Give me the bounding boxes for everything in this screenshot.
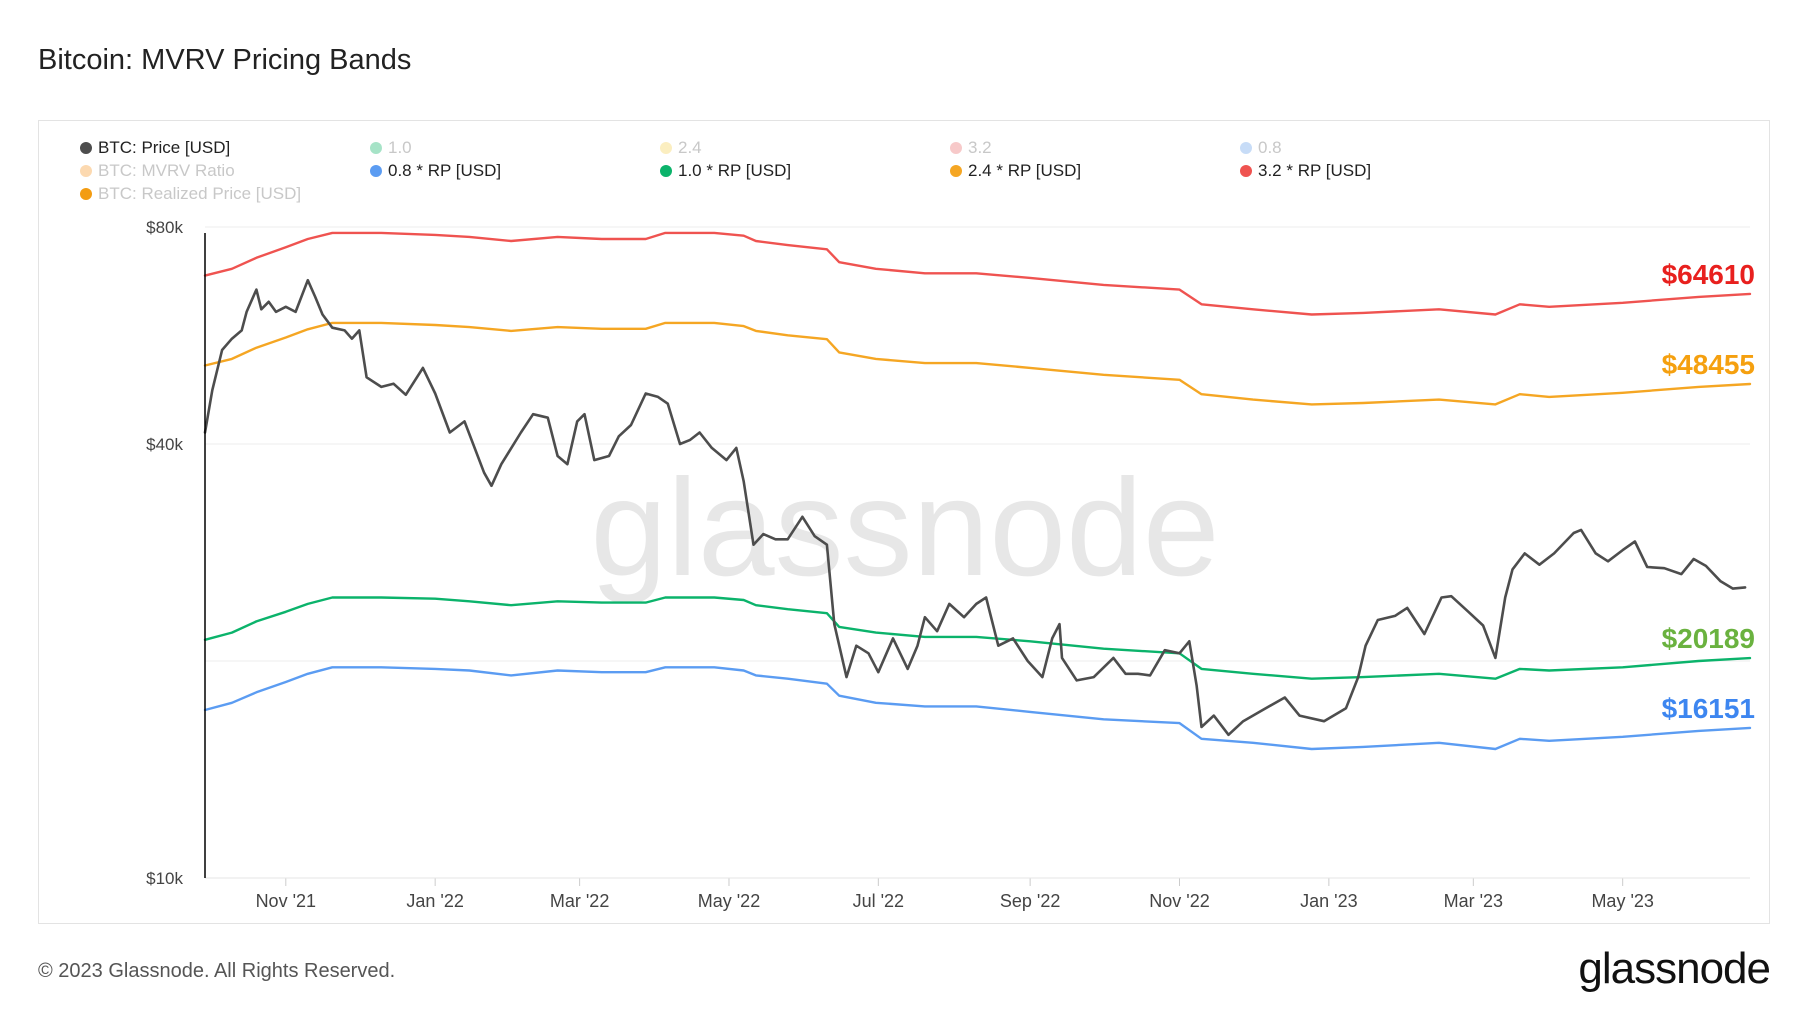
legend-label: 2.4 * RP [USD] bbox=[968, 161, 1082, 180]
legend-label: 3.2 * RP [USD] bbox=[1258, 161, 1372, 180]
legend-dot bbox=[660, 142, 672, 154]
series-line bbox=[203, 666, 1752, 751]
footer-copyright: © 2023 Glassnode. All Rights Reserved. bbox=[38, 960, 396, 982]
series-end-label: $20189 bbox=[1662, 623, 1755, 654]
legend-item[interactable]: 1.0 bbox=[370, 138, 412, 158]
chart-frame bbox=[38, 120, 1770, 924]
legend-item[interactable]: BTC: Realized Price [USD] bbox=[80, 184, 301, 204]
legend-label: 2.4 bbox=[678, 138, 702, 157]
y-axis-ticks: $80k $40k $10k bbox=[146, 218, 183, 888]
legend-item[interactable]: BTC: Price [USD] bbox=[80, 138, 230, 158]
x-axis-ticks: Nov '21 Jan '22 Mar '22 May '22 Jul '22 Sep '… bbox=[205, 877, 1750, 911]
legend-label: BTC: MVRV Ratio bbox=[98, 161, 235, 180]
series-line bbox=[203, 278, 1747, 737]
x-tick-label: Nov '22 bbox=[1149, 891, 1209, 911]
legend-dot bbox=[950, 165, 962, 177]
legend-dot bbox=[80, 165, 92, 177]
legend-dot bbox=[950, 142, 962, 154]
legend-item[interactable]: 3.2 bbox=[950, 138, 992, 158]
legend-label: BTC: Realized Price [USD] bbox=[98, 184, 302, 203]
legend-item[interactable]: 0.8 * RP [USD] bbox=[370, 161, 501, 181]
legend-item[interactable]: 0.8 bbox=[1240, 138, 1282, 158]
legend-label: BTC: Price [USD] bbox=[98, 138, 231, 157]
x-tick-label: May '22 bbox=[698, 891, 760, 911]
x-tick-label: Jan '23 bbox=[1300, 891, 1357, 911]
legend-item[interactable]: 2.4 bbox=[660, 138, 702, 158]
y-tick-label: $80k bbox=[146, 218, 183, 237]
series-end-label: $16151 bbox=[1662, 693, 1755, 724]
legend-dot bbox=[1240, 165, 1252, 177]
x-tick-label: Sep '22 bbox=[1000, 891, 1061, 911]
legend-dot bbox=[80, 188, 92, 200]
series-lines bbox=[203, 231, 1752, 751]
y-tick-label: $10k bbox=[146, 869, 183, 888]
end-value-labels: $64610 $48455 $20189 $16151 bbox=[1662, 259, 1755, 724]
legend-label: 0.8 * RP [USD] bbox=[388, 161, 502, 180]
legend-dot bbox=[80, 142, 92, 154]
x-tick-label: Jan '22 bbox=[406, 891, 463, 911]
series-line bbox=[203, 231, 1752, 316]
legend-dot bbox=[660, 165, 672, 177]
y-tick-label: $40k bbox=[146, 435, 183, 454]
series-end-label: $64610 bbox=[1662, 259, 1755, 290]
watermark: glassnode bbox=[590, 451, 1219, 605]
series-line bbox=[203, 596, 1752, 680]
x-tick-label: Mar '22 bbox=[550, 891, 609, 911]
series-end-label: $48455 bbox=[1662, 349, 1755, 380]
legend-item[interactable]: 3.2 * RP [USD] bbox=[1240, 161, 1371, 181]
legend-label: 0.8 bbox=[1258, 138, 1282, 157]
x-tick-label: May '23 bbox=[1591, 891, 1653, 911]
glassnode-logo: glassnode bbox=[1578, 944, 1771, 993]
legend-dot bbox=[370, 165, 382, 177]
series-line bbox=[203, 321, 1752, 406]
legend-dot bbox=[1240, 142, 1252, 154]
x-tick-label: Mar '23 bbox=[1444, 891, 1503, 911]
legend-label: 1.0 * RP [USD] bbox=[678, 161, 792, 180]
legend-item[interactable]: BTC: MVRV Ratio bbox=[80, 161, 235, 181]
legend-label: 3.2 bbox=[968, 138, 992, 157]
legend-dot bbox=[370, 142, 382, 154]
x-tick-label: Nov '21 bbox=[256, 891, 316, 911]
legend-item[interactable]: 2.4 * RP [USD] bbox=[950, 161, 1081, 181]
x-tick-label: Jul '22 bbox=[853, 891, 904, 911]
legend-label: 1.0 bbox=[388, 138, 412, 157]
legend-item[interactable]: 1.0 * RP [USD] bbox=[660, 161, 791, 181]
page-title: Bitcoin: MVRV Pricing Bands bbox=[38, 44, 412, 76]
